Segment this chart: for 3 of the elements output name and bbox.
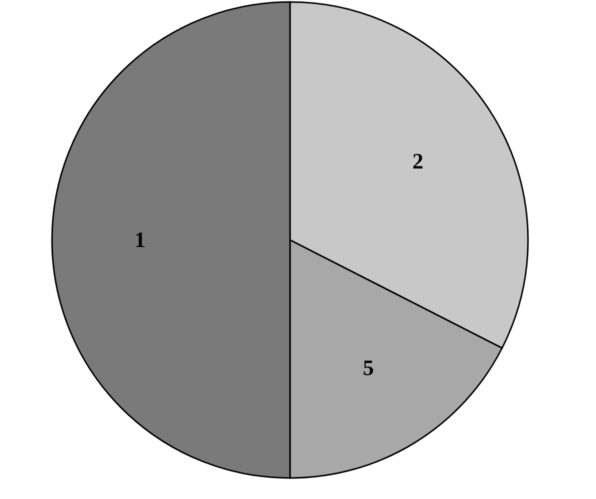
slice-label: 5	[362, 354, 374, 380]
slice-label: 2	[412, 148, 424, 174]
slice-label: 1	[134, 227, 146, 252]
